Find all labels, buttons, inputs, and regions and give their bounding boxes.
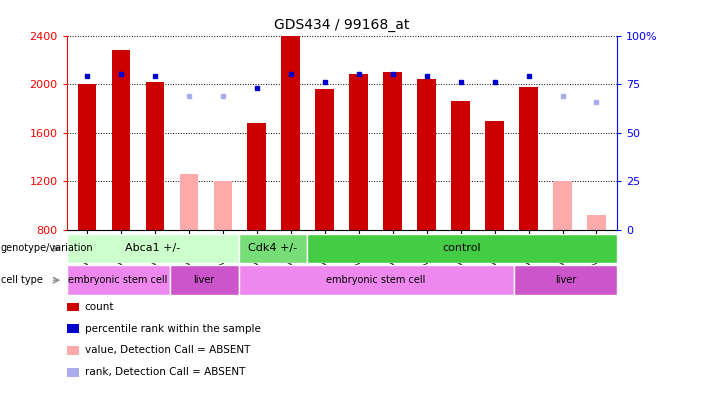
Bar: [315, 89, 334, 230]
Bar: [146, 82, 164, 230]
Text: liver: liver: [554, 275, 576, 285]
Text: count: count: [85, 302, 114, 312]
Bar: [238, 265, 514, 295]
Text: Abca1 +/-: Abca1 +/-: [125, 244, 180, 253]
Bar: [170, 265, 238, 295]
Text: GDS434 / 99168_at: GDS434 / 99168_at: [274, 18, 409, 32]
Bar: [417, 79, 436, 230]
Bar: [553, 181, 572, 230]
Text: liver: liver: [193, 275, 215, 285]
Text: rank, Detection Call = ABSENT: rank, Detection Call = ABSENT: [85, 367, 245, 377]
Text: percentile rank within the sample: percentile rank within the sample: [85, 324, 261, 334]
Bar: [307, 234, 617, 263]
Bar: [247, 123, 266, 230]
Text: cell type: cell type: [1, 275, 43, 285]
Text: Cdk4 +/-: Cdk4 +/-: [248, 244, 297, 253]
Bar: [383, 72, 402, 230]
Bar: [214, 181, 232, 230]
Bar: [179, 174, 198, 230]
Bar: [451, 101, 470, 230]
Text: control: control: [443, 244, 482, 253]
Text: embryonic stem cell: embryonic stem cell: [327, 275, 426, 285]
Text: embryonic stem cell: embryonic stem cell: [69, 275, 168, 285]
Bar: [67, 265, 170, 295]
Bar: [238, 234, 307, 263]
Text: genotype/variation: genotype/variation: [1, 244, 93, 253]
Bar: [78, 84, 96, 230]
Text: value, Detection Call = ABSENT: value, Detection Call = ABSENT: [85, 345, 250, 356]
Bar: [67, 234, 238, 263]
Bar: [519, 87, 538, 230]
Bar: [111, 50, 130, 230]
Bar: [349, 74, 368, 230]
Bar: [281, 36, 300, 230]
Bar: [587, 215, 606, 230]
Bar: [514, 265, 617, 295]
Bar: [485, 120, 504, 230]
